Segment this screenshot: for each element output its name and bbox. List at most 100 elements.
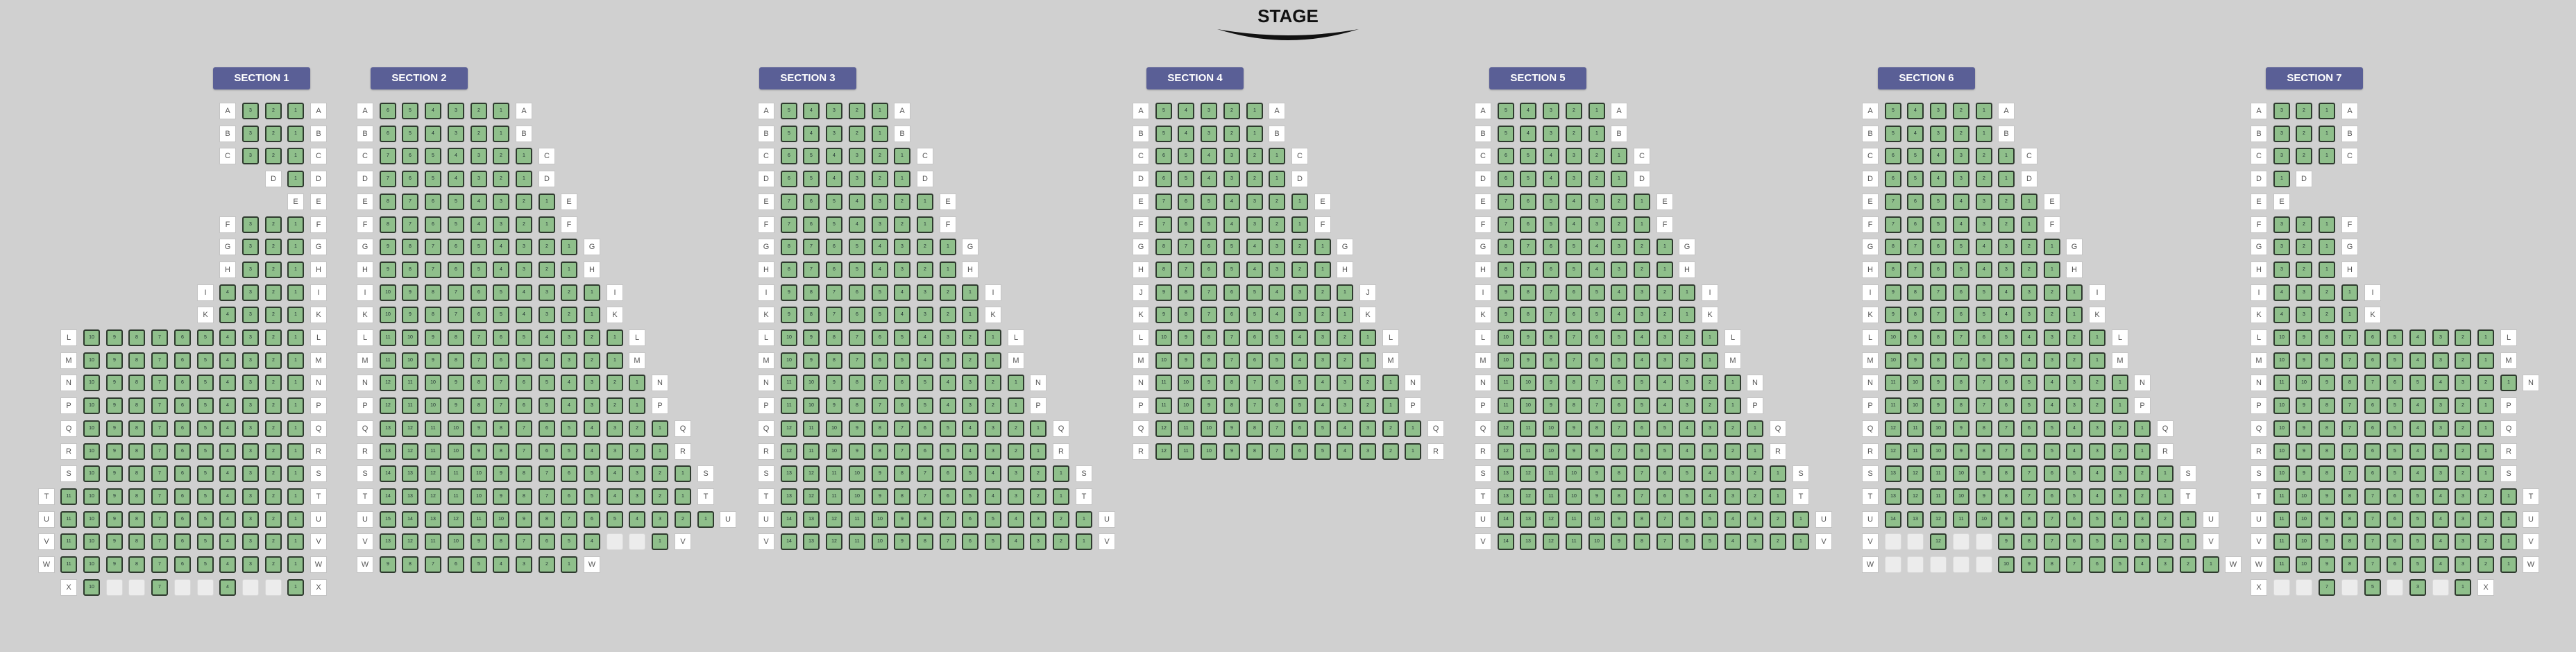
seat[interactable]: 8 — [826, 352, 842, 369]
seat[interactable]: 7 — [1543, 307, 1559, 323]
seat[interactable]: 1 — [2500, 533, 2517, 550]
seat[interactable]: 8 — [1588, 420, 1605, 437]
seat[interactable]: 9 — [2296, 465, 2312, 482]
seat[interactable]: 4 — [1976, 261, 1992, 278]
seat[interactable]: 3 — [826, 126, 842, 142]
seat[interactable]: 6 — [493, 352, 509, 369]
seat[interactable]: 6 — [516, 375, 532, 391]
seat[interactable]: 2 — [265, 329, 282, 346]
seat[interactable]: 3 — [242, 284, 259, 301]
seat[interactable]: 3 — [2044, 329, 2060, 346]
seat[interactable]: 5 — [1885, 103, 1901, 119]
seat[interactable]: 3 — [1656, 329, 1673, 346]
seat[interactable]: 2 — [985, 397, 1001, 414]
seat[interactable]: 4 — [2409, 420, 2426, 437]
seat[interactable]: 2 — [2477, 556, 2494, 573]
seat[interactable]: 2 — [652, 488, 668, 505]
seat[interactable]: 6 — [539, 533, 555, 550]
seat[interactable]: 6 — [174, 443, 191, 460]
seat[interactable]: 7 — [425, 556, 441, 573]
seat[interactable]: 1 — [1770, 488, 1786, 505]
seat[interactable]: 2 — [1337, 352, 1353, 369]
seat[interactable]: 1 — [561, 261, 577, 278]
seat[interactable]: 10 — [781, 329, 797, 346]
seat[interactable]: 7 — [539, 465, 555, 482]
seat[interactable]: 9 — [2319, 533, 2335, 550]
seat[interactable]: 8 — [1976, 443, 1992, 460]
seat[interactable]: 6 — [561, 465, 577, 482]
seat[interactable]: 7 — [1269, 420, 1285, 437]
seat[interactable]: 3 — [826, 103, 842, 119]
seat[interactable]: 11 — [1543, 488, 1559, 505]
seat[interactable]: 4 — [584, 443, 600, 460]
seat[interactable]: 2 — [539, 261, 555, 278]
seat[interactable]: 3 — [962, 397, 978, 414]
seat[interactable]: 6 — [402, 171, 418, 187]
seat[interactable]: 2 — [1291, 261, 1308, 278]
seat[interactable]: 5 — [894, 352, 910, 369]
seat[interactable]: 8 — [471, 375, 487, 391]
seat[interactable]: 1 — [2477, 465, 2494, 482]
seat[interactable]: 3 — [1030, 533, 1046, 550]
seat[interactable]: 14 — [1885, 511, 1901, 528]
seat[interactable]: 9 — [2319, 556, 2335, 573]
seat[interactable]: 8 — [872, 420, 888, 437]
seat[interactable]: 4 — [2273, 307, 2290, 323]
seat[interactable]: 8 — [402, 261, 418, 278]
seat[interactable]: 6 — [1566, 307, 1582, 323]
seat[interactable]: 3 — [242, 216, 259, 233]
seat[interactable]: 4 — [2409, 397, 2426, 414]
seat[interactable]: 11 — [781, 375, 797, 391]
seat[interactable]: 9 — [516, 511, 532, 528]
seat[interactable]: 4 — [2112, 511, 2128, 528]
seat[interactable]: 4 — [425, 126, 441, 142]
seat[interactable]: 8 — [425, 307, 441, 323]
seat[interactable]: 6 — [1930, 239, 1947, 255]
seat[interactable]: 5 — [2044, 420, 2060, 437]
seat[interactable]: 6 — [2387, 375, 2403, 391]
seat[interactable]: 5 — [448, 216, 464, 233]
seat[interactable]: 5 — [2387, 329, 2403, 346]
seat[interactable]: 2 — [1053, 511, 1069, 528]
seat[interactable]: 5 — [425, 171, 441, 187]
seat[interactable]: 4 — [471, 194, 487, 210]
seat[interactable]: 8 — [894, 465, 910, 482]
seat[interactable]: 3 — [917, 307, 933, 323]
seat[interactable]: 6 — [1566, 284, 1582, 301]
seat[interactable]: 6 — [1634, 443, 1650, 460]
seat[interactable]: 9 — [1885, 307, 1901, 323]
seat[interactable]: 4 — [2432, 375, 2449, 391]
seat[interactable]: 1 — [1611, 171, 1627, 187]
seat[interactable]: 7 — [826, 307, 842, 323]
seat[interactable]: 10 — [1930, 443, 1947, 460]
seat[interactable]: 1 — [1405, 443, 1421, 460]
seat[interactable]: 12 — [380, 375, 396, 391]
seat[interactable]: 5 — [197, 420, 214, 437]
seat[interactable]: 1 — [2089, 329, 2105, 346]
seat[interactable]: 3 — [242, 533, 259, 550]
seat[interactable]: 7 — [402, 194, 418, 210]
seat[interactable]: 1 — [917, 194, 933, 210]
seat[interactable]: 2 — [1246, 171, 1263, 187]
seat[interactable]: 2 — [539, 239, 555, 255]
seat[interactable]: 8 — [781, 239, 797, 255]
seat[interactable]: 8 — [1907, 307, 1924, 323]
seat[interactable]: 6 — [1269, 375, 1285, 391]
seat[interactable]: 8 — [128, 352, 145, 369]
seat[interactable]: 10 — [1566, 488, 1582, 505]
seat[interactable]: 10 — [1885, 352, 1901, 369]
seat[interactable]: 1 — [584, 284, 600, 301]
seat[interactable]: 9 — [1201, 397, 1217, 414]
seat[interactable]: 8 — [2319, 443, 2335, 460]
seat[interactable]: 9 — [2021, 556, 2037, 573]
seat[interactable]: 3 — [539, 307, 555, 323]
seat[interactable]: 8 — [1998, 465, 2015, 482]
seat[interactable]: 2 — [265, 488, 282, 505]
seat[interactable]: 6 — [1201, 239, 1217, 255]
section-1-button[interactable]: SECTION 1 — [213, 67, 310, 89]
seat[interactable]: 6 — [2044, 465, 2060, 482]
seat[interactable]: 8 — [1201, 352, 1217, 369]
seat[interactable]: 8 — [826, 329, 842, 346]
seat[interactable]: 4 — [2273, 284, 2290, 301]
seat[interactable]: 2 — [1656, 307, 1673, 323]
